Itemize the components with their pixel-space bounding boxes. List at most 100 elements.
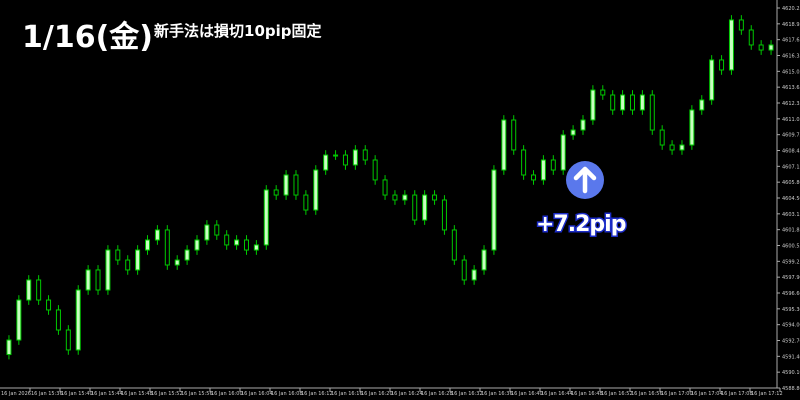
y-tick-label: 4615.05 xyxy=(782,69,800,75)
candle-body xyxy=(283,174,289,196)
candle-body xyxy=(85,269,91,291)
candle-body xyxy=(253,244,259,251)
x-tick-label: 16 Jan 16:36 xyxy=(481,391,513,397)
x-tick-label: 16 Jan 16:00 xyxy=(211,391,243,397)
candle-body xyxy=(164,229,170,266)
candle-body xyxy=(659,129,665,146)
candle-body xyxy=(768,44,774,51)
x-tick-label: 16 Jan 15:40 xyxy=(61,391,93,397)
y-tick-label: 4599.25 xyxy=(782,259,800,265)
x-tick-label: 16 Jan 16:28 xyxy=(421,391,453,397)
candle-body xyxy=(728,19,734,71)
candle-body xyxy=(55,309,61,331)
x-tick-label: 16 Jan 16:52 xyxy=(601,391,633,397)
candle-body xyxy=(590,89,596,121)
x-tick-label: 16 Jan 16:32 xyxy=(451,391,483,397)
candle-body xyxy=(550,159,556,171)
candle-body xyxy=(224,234,230,246)
candle-body xyxy=(115,249,121,261)
x-tick-label: 16 Jan 16:12 xyxy=(301,391,333,397)
candle-body xyxy=(36,279,42,301)
candle-body xyxy=(154,229,160,241)
x-tick-label: 16 Jan 17:12 xyxy=(751,391,783,397)
candle-body xyxy=(511,119,517,151)
candle-body xyxy=(451,229,457,261)
candle-body xyxy=(491,169,497,251)
x-tick-label: 16 Jan 16:20 xyxy=(361,391,393,397)
candle-body xyxy=(145,239,151,251)
candle-body xyxy=(719,59,725,71)
candle-body xyxy=(461,259,467,281)
y-tick-label: 4613.65 xyxy=(782,85,800,91)
candle-body xyxy=(95,269,101,291)
y-tick-label: 4588.80 xyxy=(782,386,800,392)
candle-body xyxy=(521,149,527,176)
candle-body xyxy=(392,194,398,201)
candle-body xyxy=(214,224,220,236)
candle-body xyxy=(352,149,358,166)
candle-body xyxy=(362,149,368,161)
x-tick-label: 16 Jan 15:48 xyxy=(121,391,153,397)
y-tick-label: 4604.50 xyxy=(782,196,800,202)
y-tick-label: 4600.55 xyxy=(782,244,800,250)
x-tick-label: 16 Jan 15:36 xyxy=(31,391,63,397)
x-tick-label: 16 Jan 16:44 xyxy=(541,391,573,397)
y-tick-label: 4618.95 xyxy=(782,22,800,28)
candle-body xyxy=(75,289,81,351)
y-tick-label: 4609.75 xyxy=(782,133,800,139)
candle-body xyxy=(26,279,32,301)
candle-body xyxy=(560,134,566,171)
y-tick-label: 4607.15 xyxy=(782,164,800,170)
y-tick-label: 4616.35 xyxy=(782,54,800,60)
candle-body xyxy=(243,239,249,251)
candle-body xyxy=(184,249,190,261)
y-tick-label: 4592.70 xyxy=(782,339,800,345)
y-tick-label: 4612.35 xyxy=(782,101,800,107)
date-title: 1/16(金) xyxy=(22,20,154,55)
candle-body xyxy=(738,19,744,31)
pip-result: +7.2pip xyxy=(534,211,627,239)
candle-body xyxy=(432,194,438,201)
candle-body xyxy=(699,99,705,111)
candle-body xyxy=(135,249,141,271)
arrow-up-icon xyxy=(566,161,604,199)
candle-body xyxy=(531,174,537,181)
y-tick-label: 4590.10 xyxy=(782,370,800,376)
candle-body xyxy=(540,159,546,181)
candle-body xyxy=(293,174,299,196)
candle-body xyxy=(471,269,477,281)
candle-body xyxy=(669,144,675,151)
candle-body xyxy=(323,154,329,171)
x-tick-label: 16 Jan 15:56 xyxy=(181,391,213,397)
candle-body xyxy=(382,179,388,196)
candle-body xyxy=(481,249,487,271)
candle-body xyxy=(333,154,339,157)
x-tick-label: 16 Jan 2026 xyxy=(1,391,31,397)
candle-body xyxy=(748,29,754,46)
candle-body xyxy=(412,194,418,221)
y-tick-label: 4591.40 xyxy=(782,354,800,360)
candle-body xyxy=(580,119,586,131)
y-tick-label: 4608.45 xyxy=(782,149,800,155)
candle-body xyxy=(204,224,210,241)
candle-body xyxy=(372,159,378,181)
candle-body xyxy=(105,249,111,291)
x-tick-label: 16 Jan 16:56 xyxy=(631,391,663,397)
candle-body xyxy=(679,144,685,151)
x-tick-label: 16 Jan 16:08 xyxy=(271,391,303,397)
candle-body xyxy=(610,94,616,111)
y-tick-label: 4596.60 xyxy=(782,291,800,297)
candle-body xyxy=(501,119,507,171)
y-tick-label: 4620.25 xyxy=(782,6,800,12)
candle-body xyxy=(65,329,71,351)
y-tick-label: 4597.90 xyxy=(782,275,800,281)
y-tick-label: 4611.05 xyxy=(782,117,800,123)
x-tick-label: 16 Jan 16:40 xyxy=(511,391,543,397)
candle-body xyxy=(402,194,408,201)
candle-body xyxy=(758,44,764,51)
x-tick-label: 16 Jan 16:04 xyxy=(241,391,273,397)
y-tick-label: 4617.65 xyxy=(782,38,800,44)
candle-body xyxy=(234,239,240,246)
